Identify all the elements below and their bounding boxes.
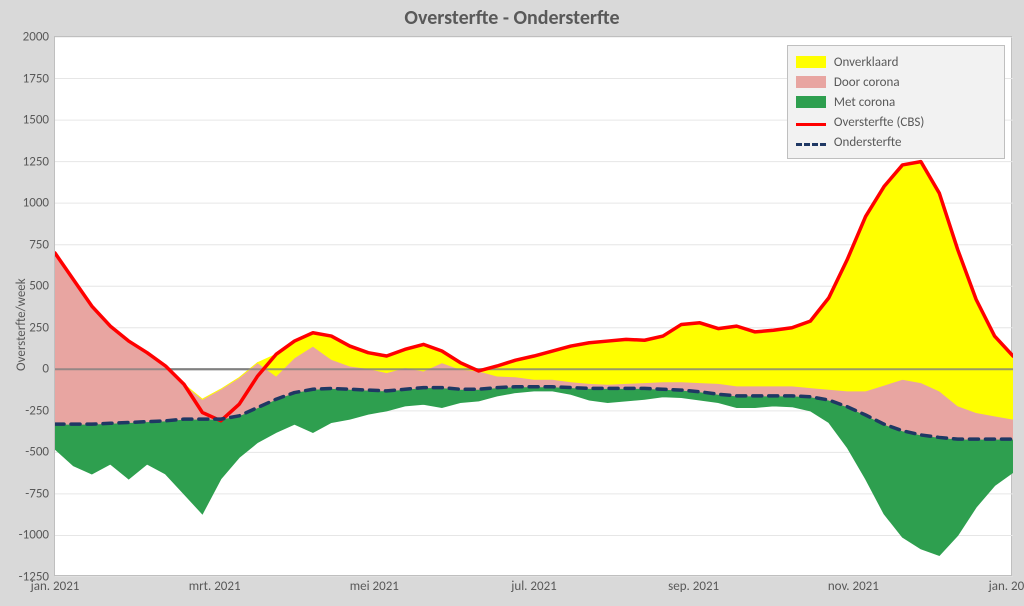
y-tick-label: 750 [29, 237, 49, 252]
chart-container: Oversterfte - Ondersterfte -1250-1000-75… [0, 0, 1024, 606]
legend-item: Met corona [796, 92, 994, 112]
legend-item: Onverklaard [796, 52, 994, 72]
legend-label: Door corona [834, 75, 900, 90]
x-tick-label: sep. 2021 [668, 579, 719, 594]
x-tick-label: nov. 2021 [828, 579, 879, 594]
x-tick-label: mrt. 2021 [189, 579, 241, 594]
legend-label: Ondersterfte [834, 135, 902, 150]
y-tick-label: 1500 [23, 113, 49, 128]
y-tick-label: -250 [25, 403, 49, 418]
y-tick-label: -750 [25, 486, 49, 501]
legend-swatch [796, 123, 826, 126]
legend-label: Onverklaard [834, 55, 899, 70]
y-tick-label: 500 [29, 279, 49, 294]
legend: Onverklaard Door corona Met corona Overster… [787, 45, 1005, 159]
legend-swatch [796, 76, 826, 88]
y-tick-label: 0 [42, 362, 49, 377]
y-tick-label: 250 [29, 320, 49, 335]
y-tick-label: -1000 [19, 528, 49, 543]
y-tick-label: 1750 [23, 71, 49, 86]
x-tick-label: jul. 2021 [511, 579, 557, 594]
legend-label: Met corona [834, 95, 895, 110]
x-tick-label: jan. 2022 [989, 579, 1024, 594]
y-tick-label: 1000 [23, 196, 49, 211]
legend-swatch [796, 143, 826, 146]
legend-swatch [796, 56, 826, 68]
legend-item: Ondersterfte [796, 132, 994, 152]
x-tick-label: jan. 2021 [31, 579, 80, 594]
x-tick-label: mei 2021 [350, 579, 399, 594]
y-tick-label: -500 [25, 445, 49, 460]
y-tick-label: 2000 [23, 30, 49, 45]
plot-area: -1250-1000-750-500-250025050075010001250… [54, 36, 1012, 576]
legend-item: Oversterfte (CBS) [796, 112, 994, 132]
chart-title: Oversterfte - Ondersterfte [0, 6, 1024, 30]
legend-item: Door corona [796, 72, 994, 92]
legend-label: Oversterfte (CBS) [834, 115, 924, 130]
legend-swatch [796, 96, 826, 108]
y-tick-label: 1250 [23, 154, 49, 169]
y-axis-label: Oversterfte/week [14, 278, 29, 371]
